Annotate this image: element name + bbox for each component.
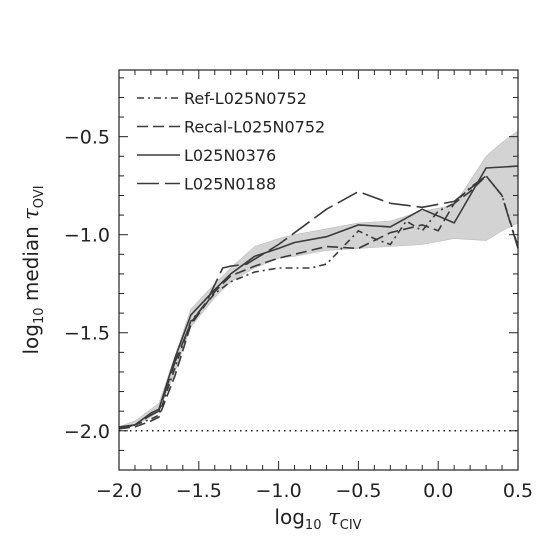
x-tick-label: −1.0 [256, 480, 302, 502]
confidence-band-layer [118, 130, 519, 430]
y-tick-label: −1.0 [64, 225, 110, 247]
x-tick-label: −2.0 [96, 480, 142, 502]
x-tick-label: −1.5 [176, 480, 222, 502]
legend-label-2: L025N0376 [184, 146, 276, 165]
legend-label-3: L025N0188 [184, 175, 276, 194]
series-line-3 [118, 175, 519, 430]
x-tick-label: −0.5 [335, 480, 381, 502]
y-axis-label: log10 median τOVI [19, 185, 47, 354]
legend: Ref-L025N0752 Recal-L025N0752 L025N0376 L02… [137, 89, 325, 194]
series-line-2 [118, 165, 519, 428]
series-layer [118, 165, 519, 430]
tick-labels-layer: −2.0 −1.5 −1.0 −0.5 0.0 0.5 −2.0 −1.5 −1.0 −0.5 [64, 127, 533, 502]
y-tick-label: −2.0 [64, 421, 110, 443]
axis-labels: log10 τCIV log10 median τOVI [19, 185, 362, 533]
x-tick-label: 0.0 [423, 480, 453, 502]
legend-label-1: Recal-L025N0752 [184, 118, 325, 137]
plot-frame [118, 69, 519, 471]
y-tick-label: −0.5 [64, 127, 110, 149]
ticks-layer [118, 70, 519, 471]
confidence-band [118, 130, 519, 430]
y-tick-label: −1.5 [64, 323, 110, 345]
x-axis-label: log10 τCIV [274, 505, 361, 533]
legend-label-0: Ref-L025N0752 [184, 89, 307, 108]
series-line-1 [118, 175, 487, 430]
x-tick-label: 0.5 [503, 480, 533, 502]
